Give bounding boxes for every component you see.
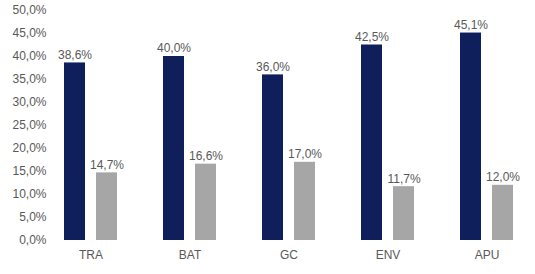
svg-text:12,0%: 12,0% (486, 170, 520, 184)
svg-text:38,6%: 38,6% (58, 48, 92, 62)
svg-text:50,0%: 50,0% (12, 3, 46, 17)
svg-text:17,0%: 17,0% (288, 147, 322, 161)
svg-text:20,0%: 20,0% (12, 141, 46, 155)
svg-text:15,0%: 15,0% (12, 164, 46, 178)
svg-text:11,7%: 11,7% (387, 172, 420, 186)
svg-text:45,0%: 45,0% (12, 26, 46, 40)
svg-text:42,5%: 42,5% (355, 30, 389, 44)
svg-text:45,1%: 45,1% (454, 18, 488, 32)
svg-text:30,0%: 30,0% (12, 95, 46, 109)
svg-text:BAT: BAT (179, 248, 202, 262)
svg-text:16,6%: 16,6% (189, 149, 223, 163)
svg-text:35,0%: 35,0% (12, 72, 46, 86)
svg-text:25,0%: 25,0% (12, 118, 46, 132)
svg-text:14,7%: 14,7% (90, 158, 124, 172)
svg-text:5,0%: 5,0% (19, 210, 47, 224)
svg-text:GC: GC (280, 248, 298, 262)
svg-text:APU: APU (475, 248, 500, 262)
svg-text:0,0%: 0,0% (19, 233, 47, 247)
svg-text:ENV: ENV (376, 248, 401, 262)
svg-text:40,0%: 40,0% (157, 41, 191, 55)
svg-text:TRA: TRA (79, 248, 103, 262)
svg-text:36,0%: 36,0% (256, 60, 290, 74)
svg-text:40,0%: 40,0% (12, 49, 46, 63)
svg-text:10,0%: 10,0% (12, 187, 46, 201)
